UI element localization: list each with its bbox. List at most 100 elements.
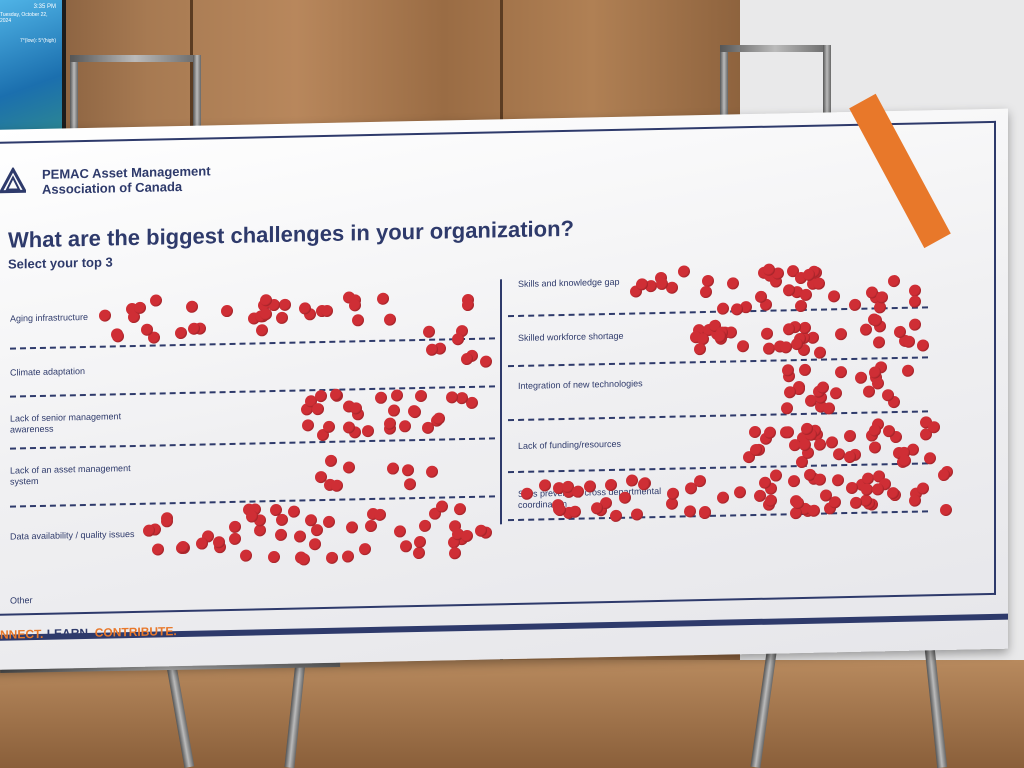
vote-dot bbox=[436, 499, 449, 513]
vote-dot bbox=[698, 506, 711, 520]
org-name: PEMAC Asset Management Association of Ca… bbox=[42, 162, 262, 197]
vote-dot bbox=[479, 355, 492, 368]
tagline: NNECT. LEARN. CONTRIBUTE. bbox=[0, 624, 177, 642]
vote-dot bbox=[908, 494, 921, 507]
vote-dot bbox=[855, 371, 868, 384]
vote-dot bbox=[665, 281, 678, 294]
vote-dot bbox=[267, 551, 280, 564]
vote-dot bbox=[323, 515, 336, 528]
vote-dot bbox=[324, 454, 337, 468]
vote-dot bbox=[342, 421, 355, 434]
tagline-contribute: CONTRIBUTE. bbox=[94, 624, 177, 640]
vote-dot bbox=[309, 537, 322, 550]
easel-bar bbox=[720, 45, 830, 52]
vote-dot bbox=[812, 277, 825, 290]
vote-dot bbox=[408, 405, 421, 418]
vote-dot bbox=[834, 327, 847, 340]
vote-dot bbox=[780, 402, 793, 415]
vote-dot bbox=[451, 332, 464, 346]
vote-dot bbox=[393, 524, 406, 538]
vote-dot bbox=[784, 385, 797, 398]
easel-leg bbox=[193, 55, 201, 145]
vote-dot bbox=[760, 327, 773, 340]
vote-dot bbox=[655, 278, 668, 291]
vote-dot bbox=[716, 302, 729, 315]
label-senior-management: Lack of senior management awareness bbox=[10, 411, 122, 435]
vote-dot bbox=[813, 438, 826, 451]
easel-leg bbox=[823, 45, 831, 135]
vote-dot bbox=[887, 274, 900, 287]
vote-dot bbox=[298, 552, 311, 566]
floor-panel bbox=[0, 660, 1024, 768]
vote-dot bbox=[916, 482, 929, 495]
vote-dot bbox=[701, 274, 714, 287]
vote-dot bbox=[868, 441, 881, 454]
vote-dot bbox=[161, 515, 173, 528]
vote-dot bbox=[345, 520, 358, 534]
vote-dot bbox=[799, 363, 812, 376]
vote-dot bbox=[610, 509, 623, 522]
vote-dot bbox=[763, 426, 776, 439]
vote-dot bbox=[323, 420, 336, 433]
question-subtitle: Select your top 3 bbox=[8, 254, 113, 272]
pemac-logo-icon bbox=[0, 167, 26, 194]
vote-dot bbox=[220, 304, 233, 318]
vote-dot bbox=[383, 313, 396, 326]
vote-dot bbox=[848, 298, 861, 311]
vote-dot bbox=[212, 535, 225, 548]
easel-bar bbox=[70, 55, 200, 62]
vote-dot bbox=[245, 510, 258, 523]
vote-dot bbox=[571, 485, 584, 498]
vote-dot bbox=[373, 508, 386, 521]
easel-leg bbox=[720, 45, 728, 135]
vote-dot bbox=[868, 366, 881, 379]
label-am-system: Lack of an asset management system bbox=[10, 463, 131, 487]
vote-dot bbox=[908, 295, 921, 308]
vote-dot bbox=[901, 364, 914, 377]
vote-dot bbox=[816, 381, 829, 394]
vote-dot bbox=[871, 377, 884, 390]
vote-dot bbox=[730, 303, 743, 316]
vote-dot bbox=[902, 335, 915, 348]
vote-dot bbox=[425, 465, 438, 478]
vote-dot bbox=[568, 505, 581, 518]
screen-temp: 7°(low): 5°(high) bbox=[20, 38, 56, 44]
vote-dot bbox=[822, 402, 835, 415]
screen-time: 3:35 PM bbox=[33, 4, 56, 10]
vote-dot bbox=[849, 496, 862, 509]
vote-dot bbox=[923, 451, 936, 465]
vote-dot bbox=[928, 420, 941, 433]
vote-dot bbox=[845, 481, 858, 494]
vote-dot bbox=[819, 489, 832, 502]
vote-dot bbox=[400, 539, 413, 553]
vote-dot bbox=[835, 365, 848, 378]
vote-dot bbox=[188, 322, 201, 335]
vote-dot bbox=[432, 412, 445, 425]
tagline-learn: LEARN. bbox=[46, 625, 92, 641]
vote-dot bbox=[843, 450, 856, 463]
easel-leg bbox=[70, 55, 78, 145]
column-divider bbox=[500, 279, 502, 525]
vote-dot bbox=[860, 323, 873, 336]
vote-dot bbox=[358, 543, 371, 556]
vote-dot bbox=[255, 323, 268, 336]
screen-date: Tuesday, October 22, 2024 bbox=[0, 12, 48, 24]
vote-dot bbox=[383, 417, 396, 430]
vote-dot bbox=[893, 325, 906, 338]
wall-display-screen: 3:35 PM Tuesday, October 22, 2024 7°(low… bbox=[0, 0, 66, 140]
vote-dot bbox=[666, 487, 679, 500]
vote-dot bbox=[260, 293, 273, 306]
vote-dot bbox=[274, 528, 287, 541]
vote-dot bbox=[917, 339, 929, 352]
vote-dot bbox=[304, 514, 317, 527]
vote-dot bbox=[802, 268, 815, 281]
vote-dot bbox=[301, 419, 314, 432]
vote-dot bbox=[764, 494, 777, 507]
vote-dot bbox=[111, 330, 124, 343]
vote-dot bbox=[619, 491, 632, 504]
tagline-connect: NNECT. bbox=[0, 626, 44, 642]
vote-dot bbox=[260, 307, 273, 320]
vote-dot bbox=[342, 461, 355, 474]
poster-board: PEMAC Asset Management Association of Ca… bbox=[0, 93, 1008, 670]
vote-dot bbox=[151, 542, 164, 556]
